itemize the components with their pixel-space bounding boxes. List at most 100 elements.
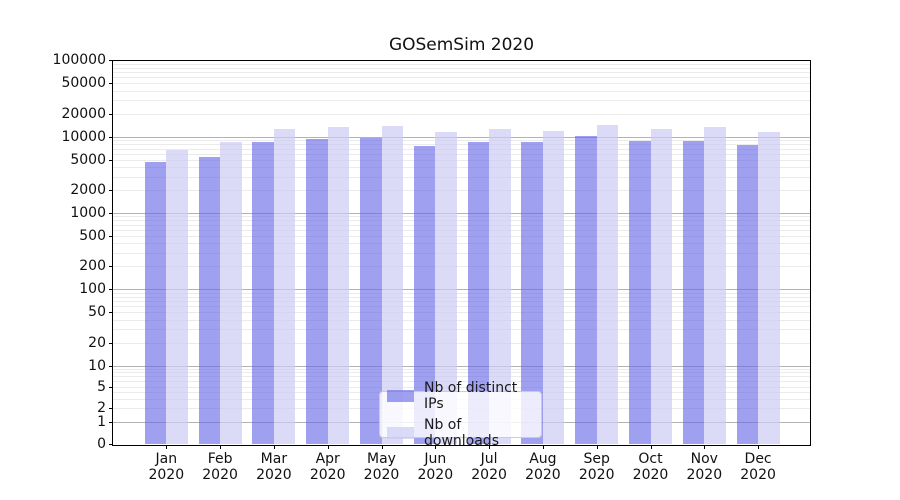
x-tick-mark — [166, 445, 168, 449]
y-tick-mark — [109, 444, 113, 445]
y-tick-mark — [109, 365, 113, 367]
bar-distinct-ips-may — [360, 138, 382, 444]
major-gridline — [113, 136, 810, 138]
bar-distinct-ips-jun — [413, 145, 436, 444]
legend-label-downloads: Nb of downloads — [424, 417, 499, 449]
x-tick-mark — [489, 445, 491, 449]
y-tick-label: 10 — [88, 357, 106, 374]
y-tick-label: 1 — [97, 413, 106, 430]
y-tick-mark — [109, 408, 113, 410]
minor-gridline — [113, 368, 810, 370]
minor-gridline — [113, 381, 810, 383]
minor-gridline — [113, 266, 810, 268]
y-tick-mark — [109, 83, 113, 85]
y-tick-mark — [109, 266, 113, 268]
minor-gridline — [113, 220, 810, 222]
legend-item-downloads: Nb of downloads — [387, 417, 533, 449]
x-tick-mark — [273, 445, 275, 449]
bar-distinct-ips-dec — [736, 145, 759, 444]
y-tick-label: 1000 — [70, 205, 106, 221]
minor-gridline — [113, 67, 810, 69]
chart-title: GOSemSim 2020 — [388, 35, 535, 55]
bar-downloads-dec — [758, 132, 780, 444]
bar-downloads-jan — [166, 149, 188, 444]
minor-gridline — [113, 301, 810, 303]
bar-distinct-ips-feb — [198, 157, 221, 444]
minor-gridline — [113, 63, 810, 65]
x-tick-label: Jun 2020 — [417, 451, 454, 483]
x-tick-label: Dec 2020 — [740, 451, 776, 483]
minor-gridline — [113, 376, 810, 378]
bar-downloads-aug — [542, 130, 565, 444]
minor-gridline — [113, 329, 810, 331]
major-gridline — [113, 289, 810, 291]
y-tick-mark — [109, 136, 113, 138]
y-tick-mark — [109, 159, 113, 161]
minor-gridline — [113, 229, 810, 231]
bar-downloads-mar — [273, 129, 296, 444]
x-tick-mark — [327, 445, 329, 449]
y-tick-mark — [109, 289, 113, 291]
legend-item-distinct-ips: Nb of distinct IPs — [387, 380, 533, 412]
minor-gridline — [113, 372, 810, 374]
y-tick-label: 0 — [97, 436, 106, 452]
x-tick-label: Mar 2020 — [256, 451, 292, 483]
minor-gridline — [113, 312, 810, 314]
x-tick-mark — [758, 445, 760, 449]
x-tick-mark — [435, 445, 437, 449]
y-tick-mark — [109, 60, 113, 62]
y-tick-label: 50 — [88, 304, 106, 321]
bar-distinct-ips-jan — [144, 162, 167, 444]
bar-downloads-jun — [435, 132, 457, 444]
minor-gridline — [113, 90, 810, 92]
minor-gridline — [113, 100, 810, 102]
x-tick-label: Oct 2020 — [632, 451, 669, 483]
minor-gridline — [113, 235, 810, 237]
x-tick-mark — [704, 445, 706, 449]
minor-gridline — [113, 292, 810, 294]
minor-gridline — [113, 148, 810, 150]
minor-gridline — [113, 190, 810, 192]
y-tick-label: 5000 — [70, 151, 106, 168]
y-tick-label: 500 — [79, 227, 106, 244]
legend-label-distinct-ips: Nb of distinct IPs — [424, 380, 518, 412]
x-tick-mark — [596, 445, 598, 449]
minor-gridline — [113, 342, 810, 344]
y-tick-mark — [109, 386, 113, 388]
bar-distinct-ips-apr — [306, 139, 328, 444]
bar-downloads-apr — [327, 127, 350, 444]
y-tick-label: 200 — [79, 258, 106, 275]
x-tick-mark — [650, 445, 652, 449]
x-tick-label: Apr 2020 — [309, 451, 346, 483]
major-gridline — [113, 365, 810, 367]
minor-gridline — [113, 72, 810, 74]
minor-gridline — [113, 144, 810, 146]
bar-distinct-ips-jul — [467, 142, 490, 444]
major-gridline — [113, 213, 810, 214]
y-tick-label: 20 — [88, 334, 106, 351]
bar-distinct-ips-sep — [575, 136, 597, 444]
legend: Nb of distinct IPs Nb of downloads — [379, 380, 542, 449]
y-tick-label: 100 — [79, 281, 106, 298]
y-tick-label: 2000 — [70, 182, 106, 199]
minor-gridline — [113, 140, 810, 142]
x-tick-label: Feb 2020 — [202, 451, 238, 483]
minor-gridline — [113, 296, 810, 298]
bar-downloads-may — [381, 126, 403, 444]
x-tick-label: Jul 2020 — [471, 451, 507, 483]
minor-gridline — [113, 386, 810, 388]
y-tick-label: 2 — [97, 400, 106, 417]
bar-downloads-oct — [650, 129, 672, 444]
minor-gridline — [113, 306, 810, 308]
y-tick-label: 100000 — [52, 52, 106, 69]
y-tick-label: 10000 — [61, 128, 106, 145]
y-tick-mark — [109, 213, 113, 214]
x-tick-mark — [542, 445, 544, 449]
y-tick-mark — [109, 342, 113, 344]
y-tick-mark — [109, 421, 113, 423]
bar-downloads-sep — [596, 124, 619, 444]
minor-gridline — [113, 252, 810, 254]
minor-gridline — [113, 77, 810, 79]
x-tick-mark — [220, 445, 222, 449]
